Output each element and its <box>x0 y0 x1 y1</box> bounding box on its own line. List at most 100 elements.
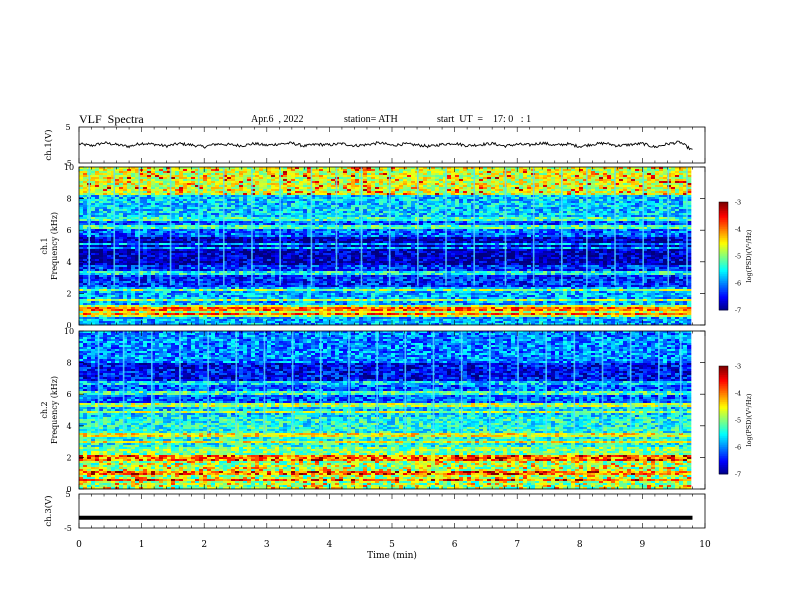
ch1-spectrogram-colorbar-cell <box>719 207 728 210</box>
ch2-spectrogram-colorbar-cell <box>719 393 728 396</box>
ch1-spectrogram-colorbar-cell <box>719 259 728 262</box>
ch2-spectrogram-ylabel: ch.2 <box>40 401 49 418</box>
ch1-spectrogram-ytick-label: 4 <box>66 258 71 267</box>
ch2-spectrogram-ytick-label: 0 <box>66 485 71 494</box>
ch1-spectrogram-colorbar-cell <box>719 230 728 233</box>
ch1-spectrogram-colorbar-cell <box>719 263 728 266</box>
ch1-spectrogram-ytick-label: 10 <box>64 163 74 172</box>
ch2-spectrogram-colorbar-cell <box>719 457 728 460</box>
ch1-spectrogram-colorbar-label: log(PSD)(V²/Hz) <box>745 229 753 282</box>
ch1-spectrogram-sferic-streak <box>138 167 141 286</box>
ch2-spectrogram-ytick-label: 4 <box>66 422 71 431</box>
ch2-spectrogram-sferic-streak <box>235 331 238 434</box>
ch2-spectrogram-colorbar-cell <box>719 432 728 435</box>
ch2-spectrogram-colorbar-cell <box>719 409 728 412</box>
ch2-spectrogram-colorbar-cell <box>719 382 728 385</box>
ch1-spectrogram-sferic-streak <box>251 167 253 286</box>
x-tick-label: 2 <box>201 540 207 550</box>
ch1-spectrogram-colorbar-cell <box>719 232 728 235</box>
ch1-spectrogram-ytick-label: 0 <box>66 321 71 330</box>
ch1-spectrogram-sferic-streak <box>310 167 313 286</box>
ch1-spectrogram-colorbar-cell <box>719 220 728 223</box>
ch1-spectrogram-colorbar-cell <box>719 256 728 259</box>
ch2-spectrogram-sferic-streak <box>545 331 547 434</box>
ch2-spectrogram-ytick-label: 10 <box>64 327 74 336</box>
ch1-spectrogram-ytick-label: 2 <box>66 289 71 298</box>
ch2-spectrogram-colorbar-cell <box>719 418 728 421</box>
ch2-spectrogram-sferic-streak <box>573 331 576 434</box>
ch2-spectrogram-colorbar-cell <box>719 461 728 464</box>
ch2-spectrogram-ytick-label: 6 <box>66 390 71 399</box>
ch1-spectrogram-sferic-streak <box>445 167 447 286</box>
ch1-spectrogram-sferic-streak <box>586 167 588 286</box>
x-tick-label: 1 <box>139 540 145 550</box>
ch2-spectrogram-colorbar-cell <box>719 412 728 415</box>
ch1-spectrogram-colorbar-cell <box>719 212 728 215</box>
ch1-spectrogram-colorbar-cell <box>719 297 728 300</box>
ch1-spectrogram-sferic-streak <box>473 167 475 286</box>
ch2-spectrogram-colorbar-cell <box>719 376 728 379</box>
ch2-spectrogram-colorbar-cell <box>719 456 728 459</box>
ch1-spectrogram-ytick-label: 8 <box>66 195 71 204</box>
ch1-spectrogram-colorbar-cell <box>719 205 728 208</box>
ch2-spectrogram-colorbar-label: log(PSD)(V²/Hz) <box>745 393 753 446</box>
ch2-spectrogram-colorbar-cell <box>719 384 728 387</box>
ch1-spectrogram-colorbar-cell <box>719 223 728 226</box>
ch1-spectrogram-colorbar-cell <box>719 275 728 278</box>
ch1-spectrogram-colorbar-cell <box>719 265 728 268</box>
ch1-spectrogram-colorbar-cell <box>719 283 728 286</box>
ch1-spectrogram-no-data <box>692 167 705 325</box>
ch2-spectrogram-colorbar-cell <box>719 427 728 430</box>
ch1-spectrogram-sferic-streak <box>335 167 338 286</box>
ch3-waveform-frame <box>78 493 706 529</box>
ch2-spectrogram-colorbar-cell <box>719 411 728 414</box>
ch2-spectrogram-colorbar-cell <box>719 378 728 381</box>
chart-title: VLF Spectra <box>79 112 144 127</box>
ch2-spectrogram-colorbar-cell <box>719 434 728 437</box>
x-tick-label: 4 <box>327 540 333 550</box>
ch2-spectrogram-colorbar-cell <box>719 389 728 392</box>
ch2-spectrogram-colorbar-cell <box>719 394 728 397</box>
ch1-spectrogram-sferic-streak <box>222 167 225 286</box>
ch2-spectrogram-sferic-streak <box>376 331 378 434</box>
ch2-spectrogram-sferic-streak <box>658 331 660 434</box>
ch2-spectrogram-colorbar-cell <box>719 466 728 469</box>
ch2-spectrogram-colorbar-cell <box>719 391 728 394</box>
ch1-spectrogram-colorbar-cell <box>719 279 728 282</box>
ch2-spectrogram-colorbar-cell <box>719 439 728 442</box>
ch1-spectrogram-colorbar-cell <box>719 239 728 242</box>
ch1-waveform-line <box>78 140 693 151</box>
ch1-spectrogram-colorbar-cell <box>719 268 728 271</box>
ch2-spectrogram-sferic-streak <box>460 331 463 434</box>
ch2-spectrogram-colorbar-cell <box>719 414 728 417</box>
x-tick-label: 6 <box>452 540 458 550</box>
ch1-spectrogram-colorbar-cell <box>719 216 728 219</box>
ch1-spectrogram-colorbar-cell <box>719 243 728 246</box>
ch1-spectrogram-colorbar-cell <box>719 221 728 224</box>
ch1-spectrogram-colorbar-cell <box>719 250 728 253</box>
station-label: station= ATH <box>344 114 398 125</box>
x-tick-label: 7 <box>514 540 520 550</box>
ch2-spectrogram-no-data <box>692 331 705 489</box>
ch2-spectrogram-colorbar-cell <box>719 429 728 432</box>
ch1-spectrogram-sferic-streak <box>279 167 281 286</box>
ch2-spectrogram-sferic-streak <box>207 331 209 434</box>
ch2-spectrogram-colorbar-cell <box>719 421 728 424</box>
ch1-spectrogram-colorbar-cell <box>719 214 728 217</box>
ch2-spectrogram-colorbar-cell <box>719 369 728 372</box>
ch2-spectrogram-image <box>79 331 692 490</box>
ch3-ylabel: ch.3(V) <box>43 495 54 526</box>
ch2-spectrogram-colorbar-cell <box>719 465 728 468</box>
ch1-spectrogram-sferic-streak <box>642 167 644 286</box>
ch2-spectrogram-colorbar-cell <box>719 402 728 405</box>
ch2-spectrogram-colorbar-cell <box>719 407 728 410</box>
ch1-spectrogram-colorbar-cell <box>719 304 728 307</box>
ch2-spectrogram-colorbar-cell <box>719 450 728 453</box>
ch2-spectrogram-sferic-streak <box>489 331 491 434</box>
ch2-spectrogram-colorbar-cell <box>719 445 728 448</box>
ch1-spectrogram-sferic-streak <box>686 167 688 286</box>
ch2-spectrogram-colorbar-cell <box>719 430 728 433</box>
x-tick-label: 10 <box>699 540 711 550</box>
ch1-spectrogram-sferic-streak <box>532 167 535 286</box>
